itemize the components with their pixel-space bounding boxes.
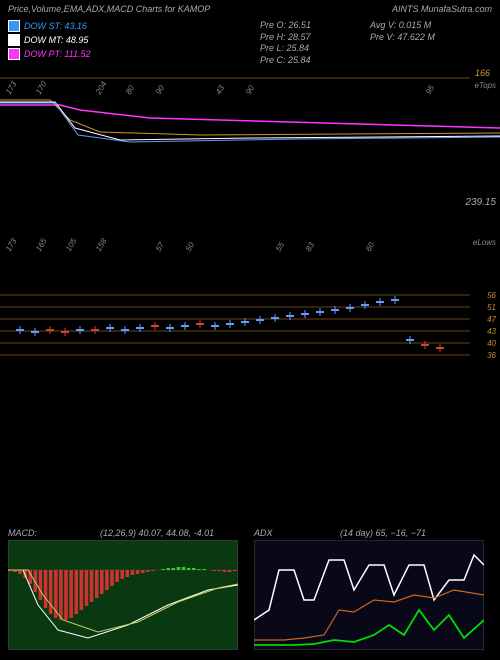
svg-text:eTops: eTops	[475, 81, 497, 90]
svg-text:83: 83	[304, 240, 317, 253]
svg-text:43: 43	[214, 83, 227, 96]
svg-text:40: 40	[487, 339, 496, 348]
svg-text:60: 60	[364, 240, 377, 253]
svg-text:204: 204	[93, 79, 108, 96]
macd-panel	[8, 540, 238, 650]
svg-text:239.15: 239.15	[464, 197, 496, 208]
svg-text:80: 80	[124, 83, 137, 96]
svg-text:50: 50	[184, 240, 197, 253]
svg-text:173: 173	[4, 79, 19, 96]
svg-text:55: 55	[274, 240, 287, 253]
svg-text:158: 158	[94, 236, 109, 253]
macd-label: MACD:	[8, 528, 37, 538]
adx-panel	[254, 540, 484, 650]
svg-text:51: 51	[487, 303, 496, 312]
svg-text:95: 95	[424, 83, 437, 96]
svg-text:43: 43	[487, 327, 496, 336]
svg-text:90: 90	[244, 83, 257, 96]
macd-params: (12,26,9) 40.07, 44.08, -4.01	[100, 528, 214, 538]
svg-text:170: 170	[34, 79, 49, 96]
adx-label: ADX	[254, 528, 273, 538]
svg-text:56: 56	[487, 291, 496, 300]
svg-text:36: 36	[487, 351, 496, 360]
svg-text:105: 105	[64, 236, 79, 253]
adx-params: (14 day) 65, −16, −71	[340, 528, 426, 538]
svg-text:90: 90	[154, 83, 167, 96]
svg-text:eLows: eLows	[473, 238, 496, 247]
svg-text:173: 173	[4, 236, 19, 253]
svg-text:165: 165	[34, 236, 49, 253]
svg-text:57: 57	[154, 240, 167, 253]
svg-text:166: 166	[475, 68, 490, 78]
svg-text:47: 47	[487, 315, 496, 324]
